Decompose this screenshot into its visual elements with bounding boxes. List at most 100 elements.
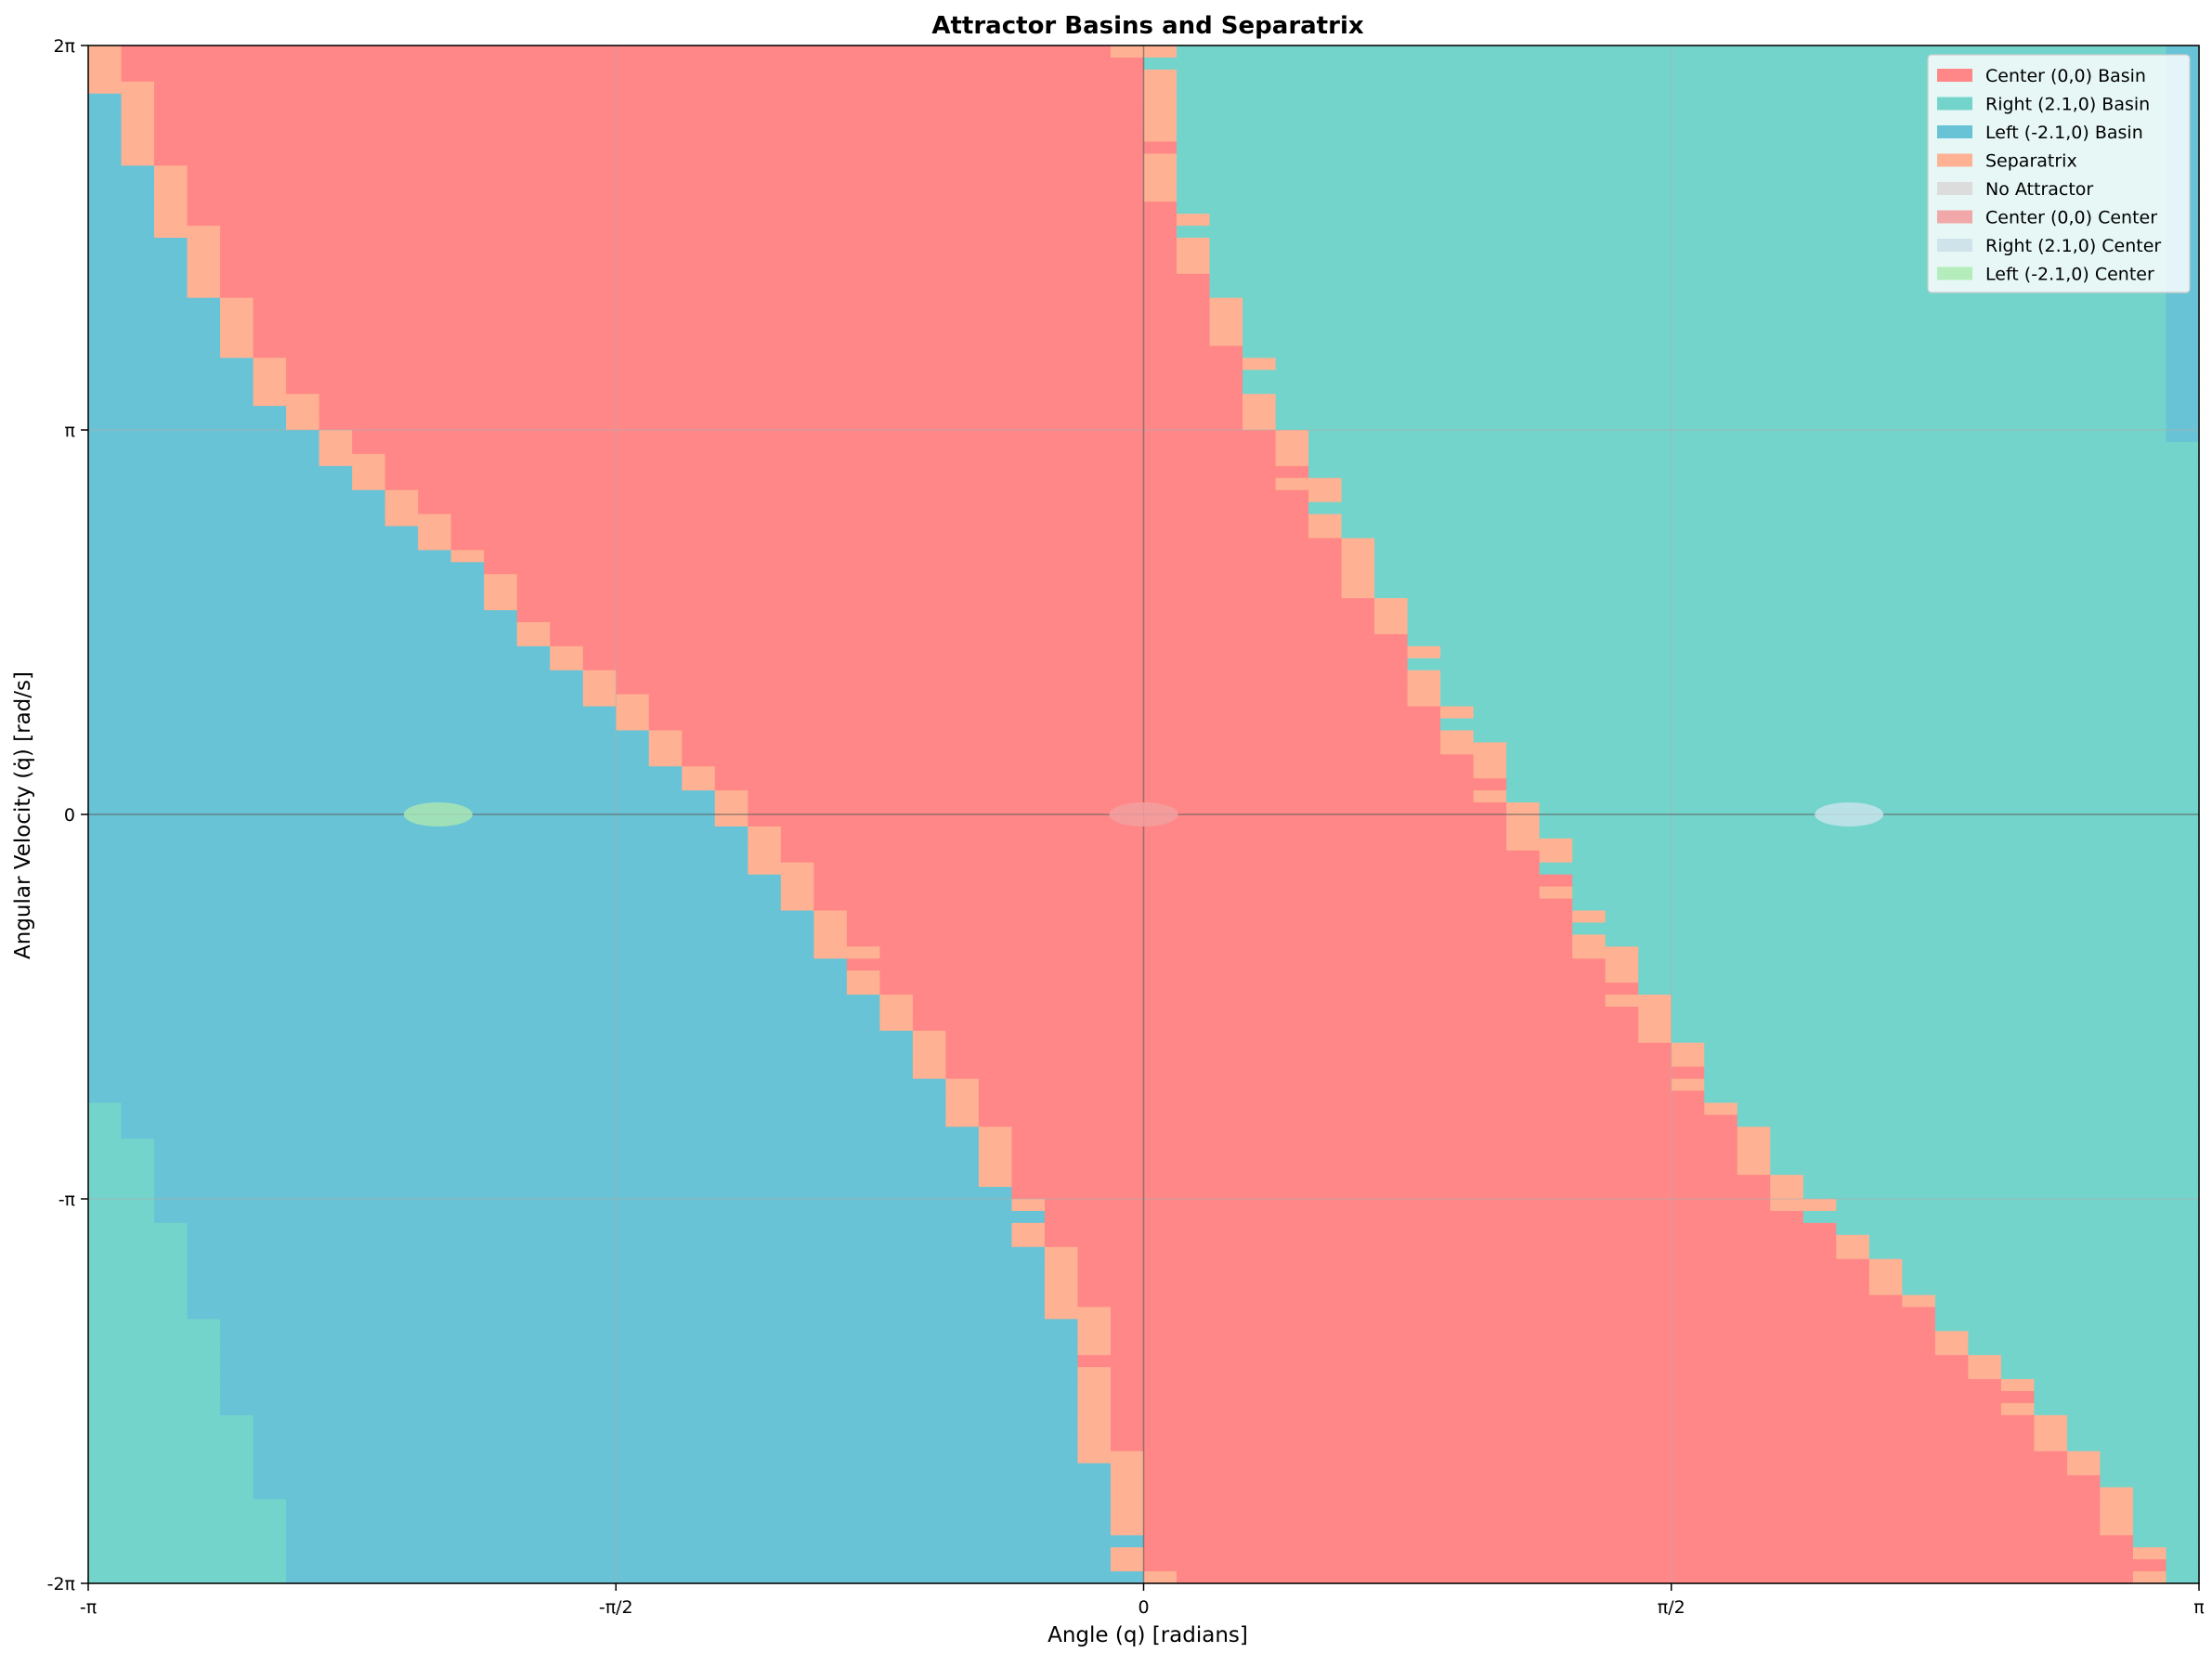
basin-cell [1308,465,2200,479]
basin-cell [154,189,189,202]
basin-cell [154,1163,980,1176]
basin-cell [582,670,617,683]
basin-cell [912,995,1607,1008]
basin-cell [88,946,814,959]
basin-cell [253,1463,1112,1477]
basin-cell [2132,1535,2200,1548]
basin-cell [1341,538,1375,551]
basin-cell [88,321,221,335]
basin-cell [121,141,155,155]
basin-cell [319,406,1243,419]
basin-cell [88,1007,880,1020]
basin-cell [88,406,287,419]
basin-cell [813,886,1541,900]
basin-cell [1572,850,2200,864]
basin-cell [1143,1559,2167,1572]
basin-cell [1177,129,2167,143]
basin-cell [1407,670,1441,683]
basin-cell [154,129,1145,143]
basin-cell [1243,370,2167,383]
basin-cell [1011,1139,1738,1152]
basin-cell [879,1018,914,1032]
basin-cell [1868,1270,1903,1284]
basin-cell [1177,249,1211,263]
basin-cell [1077,1319,1112,1332]
basin-cell [1177,69,2167,83]
basin-cell [2034,1426,2068,1440]
basin-cell [187,273,221,287]
y-tick-label: π [65,421,75,441]
basin-cell [187,202,1178,215]
basin-cell [352,465,386,479]
basin-cell [1209,321,1243,335]
basin-cell [88,586,485,599]
legend-swatch [1937,69,1972,82]
legend-box [1927,54,2191,293]
basin-cell [1671,1054,1705,1068]
basin-cell [2132,1523,2200,1536]
basin-cell [1308,430,2167,443]
basin-cell [88,622,518,635]
basin-cell [88,93,123,107]
basin-cell [1044,1222,1837,1236]
basin-cell [88,526,419,540]
basin-cell [1308,526,1343,540]
basin-cell [154,226,221,239]
basin-cell [88,1222,189,1236]
basin-cell [1177,202,2167,215]
basin-cell [286,406,320,419]
basin-cell [88,489,386,503]
basin-cell [2034,1379,2200,1392]
basin-cell [2100,1451,2200,1464]
basin-cell [1143,1451,2068,1464]
basin-cell [88,1463,254,1477]
basin-cell [88,1126,123,1139]
basin-cell [1671,1030,2200,1044]
basin-cell [88,189,155,202]
basin-cell [154,1139,980,1152]
basin-cell [945,1042,1672,1056]
basin-cell [714,790,748,803]
basin-cell [88,1547,287,1560]
basin-cell [714,802,748,815]
basin-cell [88,1451,254,1464]
basin-cell [88,1438,254,1452]
basin-cell [1143,1511,2101,1524]
basin-cell [450,550,485,563]
legend-swatch [1937,267,1972,280]
basin-cell [714,766,1475,779]
basin-cell [88,1414,254,1428]
basin-cell [88,430,320,443]
basin-cell [879,995,914,1008]
basin-cell [88,153,123,166]
basin-cell [1770,1199,1837,1212]
basin-cell [88,657,551,671]
basin-cell [978,1139,1013,1152]
basin-cell [1243,333,2167,347]
basin-cell [384,501,419,515]
basin-cell [1605,970,1639,983]
basin-cell [88,1054,914,1068]
basin-cell [682,778,716,791]
basin-cell [88,886,782,900]
basin-cell [1243,297,2167,311]
basin-cell [88,1295,189,1308]
basin-cell [187,285,221,299]
basin-cell [2166,430,2200,443]
basin-cell [1638,958,2200,971]
basin-cell [1638,970,2200,983]
basin-cell [88,934,814,947]
basin-cell [384,465,1309,479]
basin-cell [1374,598,1409,611]
basin-cell [88,1331,221,1344]
basin-cell [682,754,1475,767]
basin-cell [1177,93,2167,107]
basin-cell [220,1355,1079,1368]
basin-cell [220,1402,1079,1416]
basin-cell [88,1559,287,1572]
basin-cell [1802,1175,2200,1188]
basin-cell [1077,1258,1870,1272]
basin-cell [88,862,748,876]
basin-cell [1077,1270,1870,1284]
